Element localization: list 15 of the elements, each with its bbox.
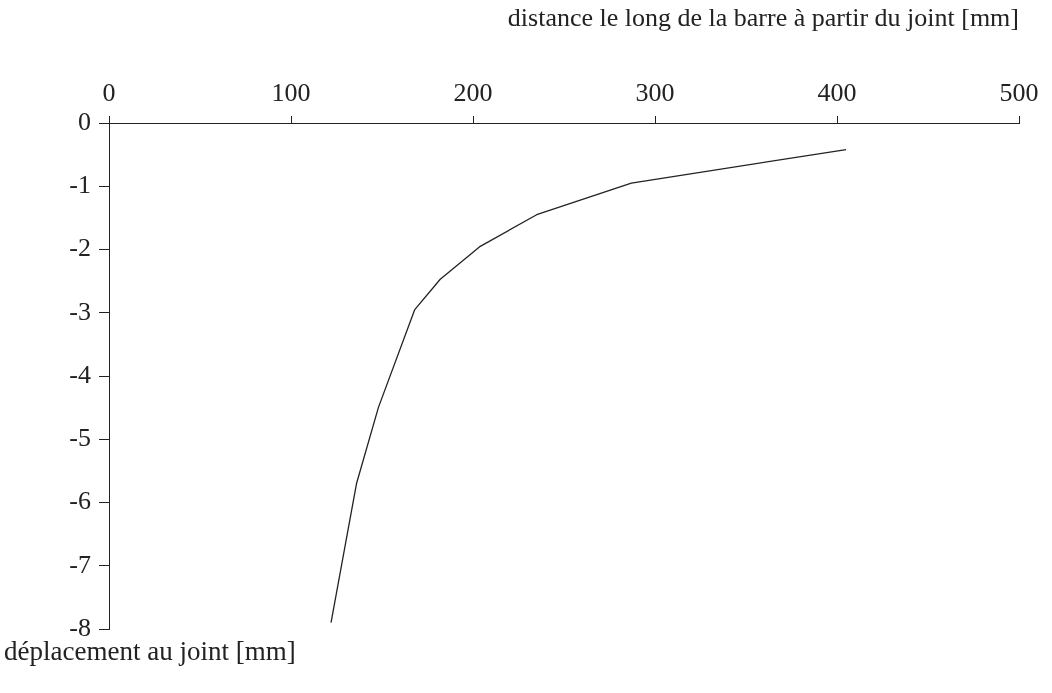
x-tick-label: 200 [453, 78, 493, 108]
x-tick-label: 300 [635, 78, 675, 108]
x-axis-title: distance le long de la barre à partir du joint [mm] [507, 3, 1019, 33]
x-tick-label: 100 [271, 78, 311, 108]
y-tick-label: -5 [69, 423, 91, 453]
x-tick-label: 0 [102, 78, 116, 108]
y-tick-label: -3 [69, 296, 91, 326]
y-tick-label: 0 [78, 106, 91, 136]
y-tick-label: -1 [69, 170, 91, 200]
y-tick-label: -6 [69, 486, 91, 516]
x-tick-label: 500 [999, 78, 1039, 108]
x-tick-label: 400 [817, 78, 857, 108]
y-tick-label: -7 [69, 549, 91, 579]
y-tick-label: -4 [69, 359, 91, 389]
y-tick-label: -2 [69, 233, 91, 263]
